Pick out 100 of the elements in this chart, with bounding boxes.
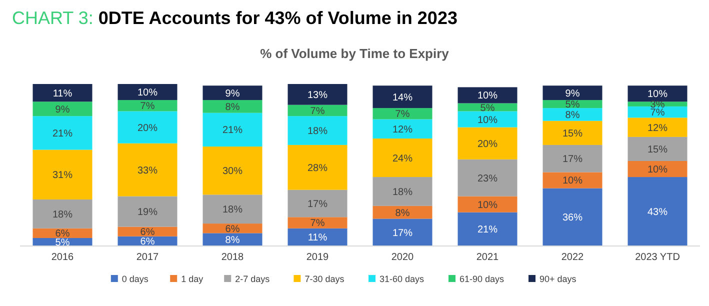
- bar: [628, 102, 688, 106]
- bar: [458, 127, 518, 160]
- bar: [32, 102, 92, 116]
- bar: [202, 112, 262, 147]
- bar: [32, 150, 92, 200]
- bar: [458, 196, 518, 212]
- data-label: 21%: [477, 224, 498, 236]
- bar: [628, 177, 688, 246]
- x-tick-label: 2023 YTD: [635, 252, 680, 263]
- bar: [458, 159, 518, 196]
- legend-label: 2-7 days: [235, 274, 270, 284]
- x-tick-label: 2016: [51, 252, 74, 263]
- data-label: 17%: [392, 228, 413, 239]
- x-tick-label: 2017: [136, 252, 160, 263]
- data-label: 9%: [55, 104, 70, 116]
- legend-label: 31-60 days: [380, 274, 425, 284]
- data-label: 21%: [52, 128, 73, 140]
- bar: [118, 100, 178, 112]
- data-label: 20%: [477, 138, 498, 150]
- data-label: 13%: [307, 90, 328, 101]
- chart-subtitle: % of Volume by Time to Expiry: [260, 46, 450, 61]
- data-label: 19%: [137, 207, 158, 218]
- data-label: 31%: [52, 170, 73, 182]
- data-label: 21%: [222, 125, 243, 136]
- bar: [202, 194, 262, 224]
- data-label: 7%: [140, 101, 155, 112]
- bar: [288, 144, 348, 190]
- data-label: 10%: [477, 90, 498, 102]
- data-label: 17%: [562, 154, 583, 166]
- bar: [32, 116, 92, 150]
- data-label: 43%: [647, 207, 668, 218]
- bar: [118, 111, 178, 144]
- bar: [288, 84, 348, 105]
- data-label: 5%: [480, 102, 495, 114]
- data-label: 36%: [562, 212, 583, 224]
- bar: [458, 111, 518, 128]
- legend-label: 0 days: [122, 274, 149, 284]
- data-label: 10%: [477, 114, 498, 126]
- data-label: 8%: [395, 208, 410, 219]
- data-label: 30%: [222, 166, 243, 178]
- x-tick-label: 2018: [221, 252, 244, 263]
- data-label: 8%: [225, 102, 240, 113]
- data-label: 9%: [565, 88, 580, 100]
- data-label: 15%: [647, 144, 668, 156]
- data-label: 18%: [307, 126, 328, 138]
- data-label: 11%: [52, 88, 72, 100]
- legend-label: 7-30 days: [304, 274, 345, 284]
- data-label: 6%: [225, 224, 240, 235]
- bar: [372, 138, 432, 178]
- data-label: 6%: [55, 228, 70, 240]
- data-label: 23%: [477, 173, 498, 184]
- legend-label: 1 day: [181, 274, 204, 284]
- bar: [372, 218, 432, 246]
- data-label: 18%: [392, 186, 413, 198]
- legend-label: 61-90 days: [460, 274, 505, 284]
- data-label: 33%: [137, 165, 158, 176]
- bar: [542, 172, 602, 188]
- x-tick-label: 2019: [306, 252, 330, 263]
- bar: [542, 86, 602, 100]
- legend-label: 90+ days: [540, 274, 577, 284]
- data-label: 24%: [392, 153, 413, 164]
- data-label: 15%: [562, 128, 583, 140]
- bar: [202, 100, 262, 113]
- bar: [628, 136, 688, 161]
- bar: [288, 217, 348, 228]
- bar: [32, 84, 92, 102]
- bar: [372, 119, 432, 139]
- data-label: 17%: [307, 198, 328, 210]
- bar: [118, 196, 178, 227]
- bar: [32, 199, 92, 228]
- data-label: 6%: [140, 236, 155, 248]
- data-label: 10%: [477, 200, 498, 211]
- data-label: 9%: [225, 88, 240, 100]
- data-label: 5%: [55, 237, 70, 248]
- bar: [202, 86, 262, 100]
- bar: [542, 120, 602, 145]
- bar: [628, 160, 688, 178]
- data-label: 20%: [137, 122, 158, 134]
- data-label: 7%: [310, 218, 325, 230]
- data-label: 18%: [222, 204, 243, 216]
- data-label: 11%: [308, 232, 328, 244]
- bar: [458, 103, 518, 112]
- bar: [628, 118, 688, 137]
- data-label: 7%: [395, 109, 410, 120]
- data-label: 8%: [565, 110, 580, 121]
- data-label: 18%: [52, 209, 73, 220]
- bar: [542, 188, 602, 246]
- bar: [628, 86, 688, 102]
- data-label: 12%: [392, 124, 413, 136]
- data-label: 10%: [562, 176, 583, 187]
- chart-title: CHART 3: 0DTE Accounts for 43% of Volume in 2023: [12, 8, 458, 28]
- bar: [202, 146, 262, 195]
- bar: [288, 190, 348, 218]
- data-label: 14%: [392, 92, 413, 104]
- bar: [372, 108, 432, 120]
- x-tick-label: 2020: [391, 252, 414, 263]
- data-label: 10%: [647, 164, 668, 176]
- bar: [458, 87, 518, 104]
- data-label: 6%: [140, 227, 155, 238]
- x-tick-label: 2021: [476, 252, 500, 263]
